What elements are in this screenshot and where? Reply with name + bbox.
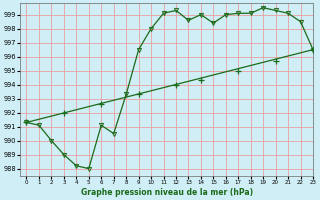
X-axis label: Graphe pression niveau de la mer (hPa): Graphe pression niveau de la mer (hPa) — [81, 188, 253, 197]
